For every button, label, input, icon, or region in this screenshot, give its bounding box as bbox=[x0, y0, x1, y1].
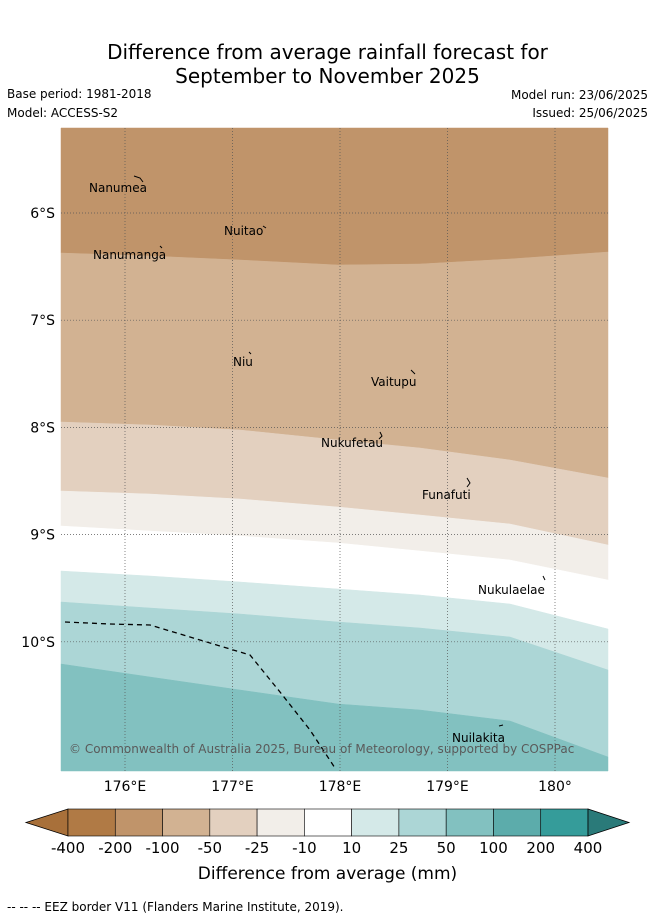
island-outline bbox=[498, 724, 504, 727]
island-outline bbox=[410, 369, 416, 375]
model-run: Model run: 23/06/2025 bbox=[510, 88, 648, 102]
colorbar: -400 -200 -100 -50 -25 -10 10 25 50 100 200 400 bbox=[24, 808, 631, 857]
colorbar-swatch bbox=[304, 808, 352, 837]
colorbar-swatch bbox=[351, 808, 400, 837]
colorbar-tick-label: 10 bbox=[342, 839, 361, 857]
colorbar-tick-label: -200 bbox=[98, 839, 132, 857]
colorbar-swatch bbox=[67, 808, 116, 837]
island-outline bbox=[133, 175, 144, 183]
island-label: Nukufetau bbox=[321, 436, 383, 450]
latitude-tick-label: 6°S bbox=[30, 206, 55, 222]
island-label: Nanumea bbox=[89, 181, 147, 195]
longitude-tick-label: 177°E bbox=[211, 779, 254, 795]
map-title: Difference from average rainfall forecas… bbox=[0, 40, 655, 88]
colorbar-tick-label: 50 bbox=[437, 839, 456, 857]
island-label: Niu bbox=[233, 355, 253, 369]
latitude-tick-label: 7°S bbox=[30, 313, 55, 329]
island-outline bbox=[159, 245, 163, 249]
colorbar-tick-label: -400 bbox=[51, 839, 85, 857]
island-label: Funafuti bbox=[422, 488, 471, 502]
graticule bbox=[61, 128, 608, 771]
latitude-tick-label: 10°S bbox=[21, 635, 55, 651]
longitude-tick-label: 176°E bbox=[104, 779, 147, 795]
copyright-notice: © Commonwealth of Australia 2025, Bureau… bbox=[69, 742, 575, 756]
island-label: Nukulaelae bbox=[478, 583, 545, 597]
island-outline bbox=[542, 575, 546, 581]
longitude-tick-label: 178°E bbox=[319, 779, 362, 795]
latitude-tick-label: 9°S bbox=[30, 528, 55, 544]
island-outline bbox=[466, 477, 471, 488]
colorbar-swatch bbox=[493, 808, 542, 837]
colorbar-swatch bbox=[209, 808, 258, 837]
latitude-tick-label: 8°S bbox=[30, 420, 55, 436]
island-label: Nuitao bbox=[224, 224, 263, 238]
colorbar-max-extend bbox=[587, 808, 631, 837]
island-outline bbox=[262, 225, 267, 229]
colorbar-swatch bbox=[114, 808, 163, 837]
colorbar-tick-label: 400 bbox=[574, 839, 603, 857]
colorbar-swatch bbox=[540, 808, 589, 837]
colorbar-swatch bbox=[445, 808, 494, 837]
axis-ticks: 176°E 177°E 178°E 179°E 180° 6°S 7°S 8°S 9°S 10°S bbox=[21, 206, 572, 795]
island-label: Vaitupu bbox=[371, 375, 417, 389]
colorbar-swatch bbox=[256, 808, 305, 837]
island-label: Nuilakita bbox=[452, 731, 505, 745]
longitude-tick-label: 179°E bbox=[426, 779, 469, 795]
islands: Nanumea Nuitao Nanumanga Niu Vaitupu Nukufeta… bbox=[89, 175, 546, 745]
base-period: Base period: 1981-2018 bbox=[7, 87, 152, 101]
colorbar-tick-label: 25 bbox=[389, 839, 408, 857]
longitude-tick-label: 180° bbox=[538, 779, 572, 795]
title-line-2: September to November 2025 bbox=[175, 64, 480, 88]
colorbar-swatch bbox=[398, 808, 447, 837]
colorbar-tick-label: 200 bbox=[526, 839, 555, 857]
model-name: Model: ACCESS-S2 bbox=[7, 106, 119, 120]
island-label: Nanumanga bbox=[93, 248, 166, 262]
colorbar-swatch bbox=[162, 808, 211, 837]
colorbar-tick-label: -50 bbox=[198, 839, 223, 857]
colorbar-min-extend bbox=[24, 808, 69, 837]
eez-border-line bbox=[64, 621, 336, 769]
title-line-1: Difference from average rainfall forecas… bbox=[107, 40, 548, 64]
rainfall-band bbox=[60, 127, 609, 266]
colorbar-title: Difference from average (mm) bbox=[197, 864, 458, 884]
issued-date: Issued: 25/06/2025 bbox=[532, 106, 648, 120]
colorbar-tick-label: -25 bbox=[245, 839, 270, 857]
rainfall-bands bbox=[60, 127, 609, 772]
rainfall-band bbox=[60, 663, 609, 772]
eez-footnote: -- -- -- EEZ border V11 (Flanders Marine… bbox=[7, 900, 344, 914]
colorbar-tick-label: -10 bbox=[292, 839, 317, 857]
island-outline bbox=[248, 351, 252, 355]
colorbar-tick-label: 100 bbox=[479, 839, 508, 857]
colorbar-tick-label: -100 bbox=[146, 839, 180, 857]
island-outline bbox=[378, 431, 383, 440]
